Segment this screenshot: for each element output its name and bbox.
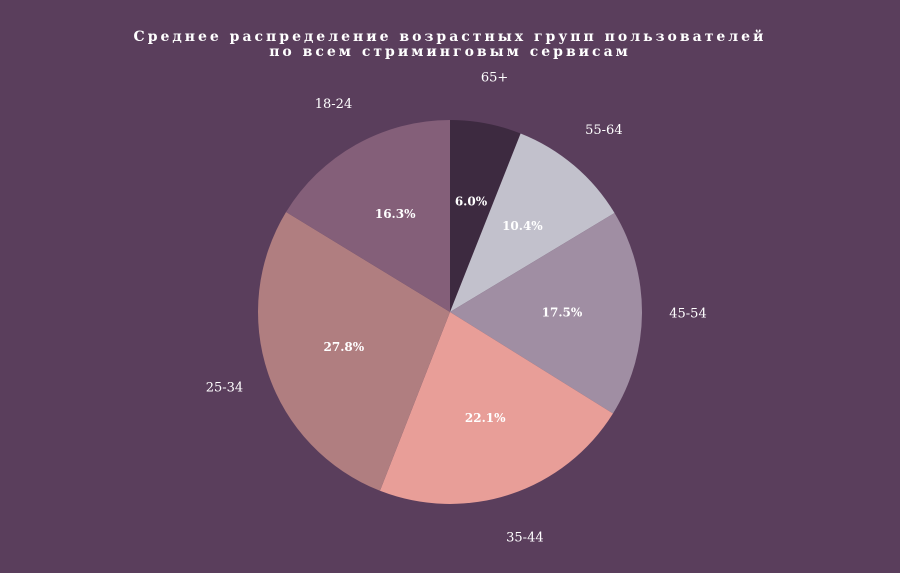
pie-slices: [258, 120, 642, 504]
pct-label-35-44: 22.1%: [465, 411, 506, 425]
pie-slice-55-64: [450, 133, 615, 312]
chart-title-line-2: по всем стриминговым сервисам: [269, 44, 631, 60]
pct-label-55-64: 10.4%: [502, 219, 543, 233]
pct-label-45-54: 17.5%: [542, 305, 583, 319]
percentage-labels: 6.0% 10.4% 17.5% 22.1% 27.8% 16.3%: [324, 194, 583, 424]
category-label-55-64: 55-64: [585, 123, 622, 138]
category-label-65+: 65+: [481, 71, 508, 86]
category-label-45-54: 45-54: [669, 306, 706, 321]
pie-slice-65+: [450, 120, 521, 312]
category-labels: 65+ 55-64 45-54 35-44 25-34 18-24: [206, 71, 707, 546]
category-label-25-34: 25-34: [206, 380, 243, 395]
category-label-35-44: 35-44: [506, 530, 543, 545]
chart-title-line-1: Среднее распределение возрастных групп п…: [133, 29, 767, 45]
pct-label-25-34: 27.8%: [324, 340, 365, 354]
pie-slice-45-54: [450, 213, 642, 414]
pie-slice-35-44: [379, 312, 613, 504]
pct-label-65+: 6.0%: [455, 194, 488, 208]
pct-label-18-24: 16.3%: [375, 207, 416, 221]
pie-slice-18-24: [286, 120, 450, 312]
category-label-18-24: 18-24: [315, 97, 352, 112]
pie-slice-25-34: [258, 212, 450, 491]
